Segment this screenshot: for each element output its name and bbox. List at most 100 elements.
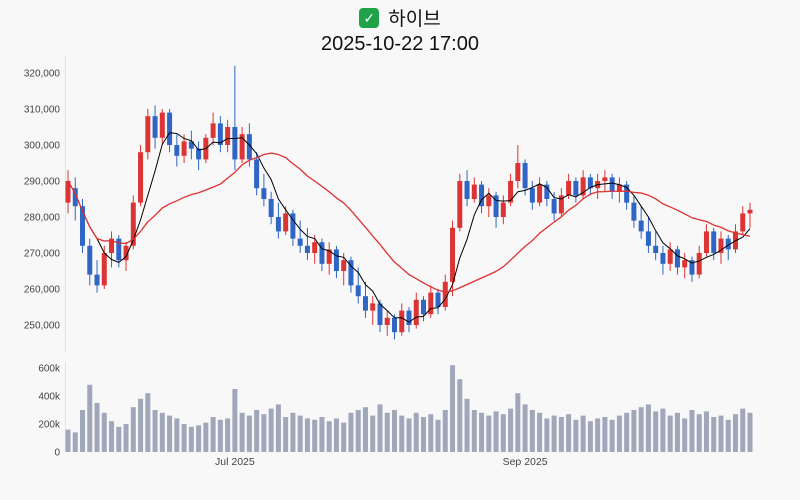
candle-body <box>450 227 456 282</box>
candle-body <box>573 181 579 196</box>
volume-bar <box>457 379 463 452</box>
volume-bar <box>312 419 318 452</box>
candle-body <box>500 202 506 217</box>
volume-bar <box>116 426 122 452</box>
x-tick-label: Sep 2025 <box>503 456 548 468</box>
candle-body <box>246 134 252 160</box>
candle-body <box>703 231 709 253</box>
volume-bar <box>508 408 514 452</box>
candle-body <box>413 299 419 325</box>
candle-body <box>587 177 593 189</box>
candle-body <box>116 238 122 261</box>
volume-bar <box>558 417 564 452</box>
candle-body <box>537 184 543 203</box>
candle-body <box>80 206 86 246</box>
volume-bar <box>290 412 296 452</box>
volume-bar <box>413 412 419 452</box>
candle-body <box>355 285 361 297</box>
candle-body <box>239 134 245 160</box>
candle-body <box>660 253 666 264</box>
candle-body <box>558 195 564 214</box>
candle-body <box>551 199 557 214</box>
volume-bar <box>391 410 397 452</box>
chart-header: ✓ 하이브 2025-10-22 17:00 <box>0 0 800 56</box>
volume-bar <box>123 424 129 452</box>
candle-body <box>261 188 267 199</box>
volume-bar <box>362 407 368 452</box>
candle-body <box>283 213 289 232</box>
candle-body <box>711 231 717 253</box>
volume-bar <box>653 411 659 452</box>
volume-bar <box>747 412 753 452</box>
volume-bar <box>203 422 209 452</box>
candle-body <box>65 181 71 203</box>
price-tick-label: 320,000 <box>24 69 61 80</box>
candle-body <box>123 245 129 261</box>
volume-bar <box>101 412 107 452</box>
volume-bar <box>232 389 238 452</box>
volume-bar <box>674 412 680 452</box>
volume-bar <box>341 422 347 452</box>
volume-bar <box>72 432 78 452</box>
price-tick-label: 300,000 <box>24 141 61 152</box>
candle-body <box>508 181 514 203</box>
candle-body <box>566 181 572 196</box>
volume-bar <box>246 415 252 452</box>
ma-line-ma20 <box>67 152 751 293</box>
candle-body <box>674 249 680 268</box>
volume-bar <box>167 415 173 452</box>
volume-bar <box>145 393 151 452</box>
volume-bar <box>384 412 390 452</box>
x-tick-label: Jul 2025 <box>215 456 255 468</box>
candle-body <box>254 159 260 189</box>
volume-bar <box>573 419 579 452</box>
candle-body <box>638 220 644 232</box>
volume-bar <box>602 417 608 452</box>
volume-bar <box>268 408 274 452</box>
volume-bar <box>174 418 180 452</box>
candle-body <box>304 245 310 253</box>
candle-body <box>138 152 144 203</box>
candle-body <box>544 184 550 199</box>
candle-body <box>529 188 535 203</box>
candle-body <box>464 181 470 199</box>
candle-body <box>210 123 216 138</box>
volume-bar <box>217 419 223 452</box>
chart-timestamp: 2025-10-22 17:00 <box>321 33 479 55</box>
candle-body <box>696 253 702 275</box>
candle-body <box>94 274 100 286</box>
candle-body <box>268 199 274 217</box>
candle-body <box>689 260 695 275</box>
candle-body <box>225 127 231 145</box>
candle-body <box>145 116 151 153</box>
volume-bar <box>428 414 434 452</box>
candle-body <box>522 163 528 189</box>
candle-body <box>740 213 746 232</box>
volume-bar <box>479 412 485 452</box>
candle-body <box>196 148 202 160</box>
volume-bar <box>319 417 325 452</box>
check-icon: ✓ <box>359 7 380 28</box>
volume-bar <box>696 414 702 452</box>
candle-body <box>399 310 405 333</box>
volume-bar <box>283 417 289 452</box>
candle-body <box>326 249 332 264</box>
candle-body <box>377 303 383 325</box>
volume-bar <box>196 425 202 452</box>
volume-bar <box>732 414 738 452</box>
check-glyph: ✓ <box>363 9 376 26</box>
candle-body <box>109 238 115 253</box>
candle-body <box>87 245 93 275</box>
volume-bar <box>682 418 688 452</box>
candle-body <box>362 296 368 311</box>
candle-body <box>290 213 296 239</box>
volume-bar <box>587 421 593 452</box>
candle-body <box>493 195 499 217</box>
candle-body <box>384 317 390 325</box>
volume-tick-label: 200k <box>38 420 61 431</box>
volume-bar <box>159 412 165 452</box>
ma-line-ma5 <box>67 132 751 323</box>
volume-bar <box>689 410 695 452</box>
volume-bar <box>544 418 550 452</box>
